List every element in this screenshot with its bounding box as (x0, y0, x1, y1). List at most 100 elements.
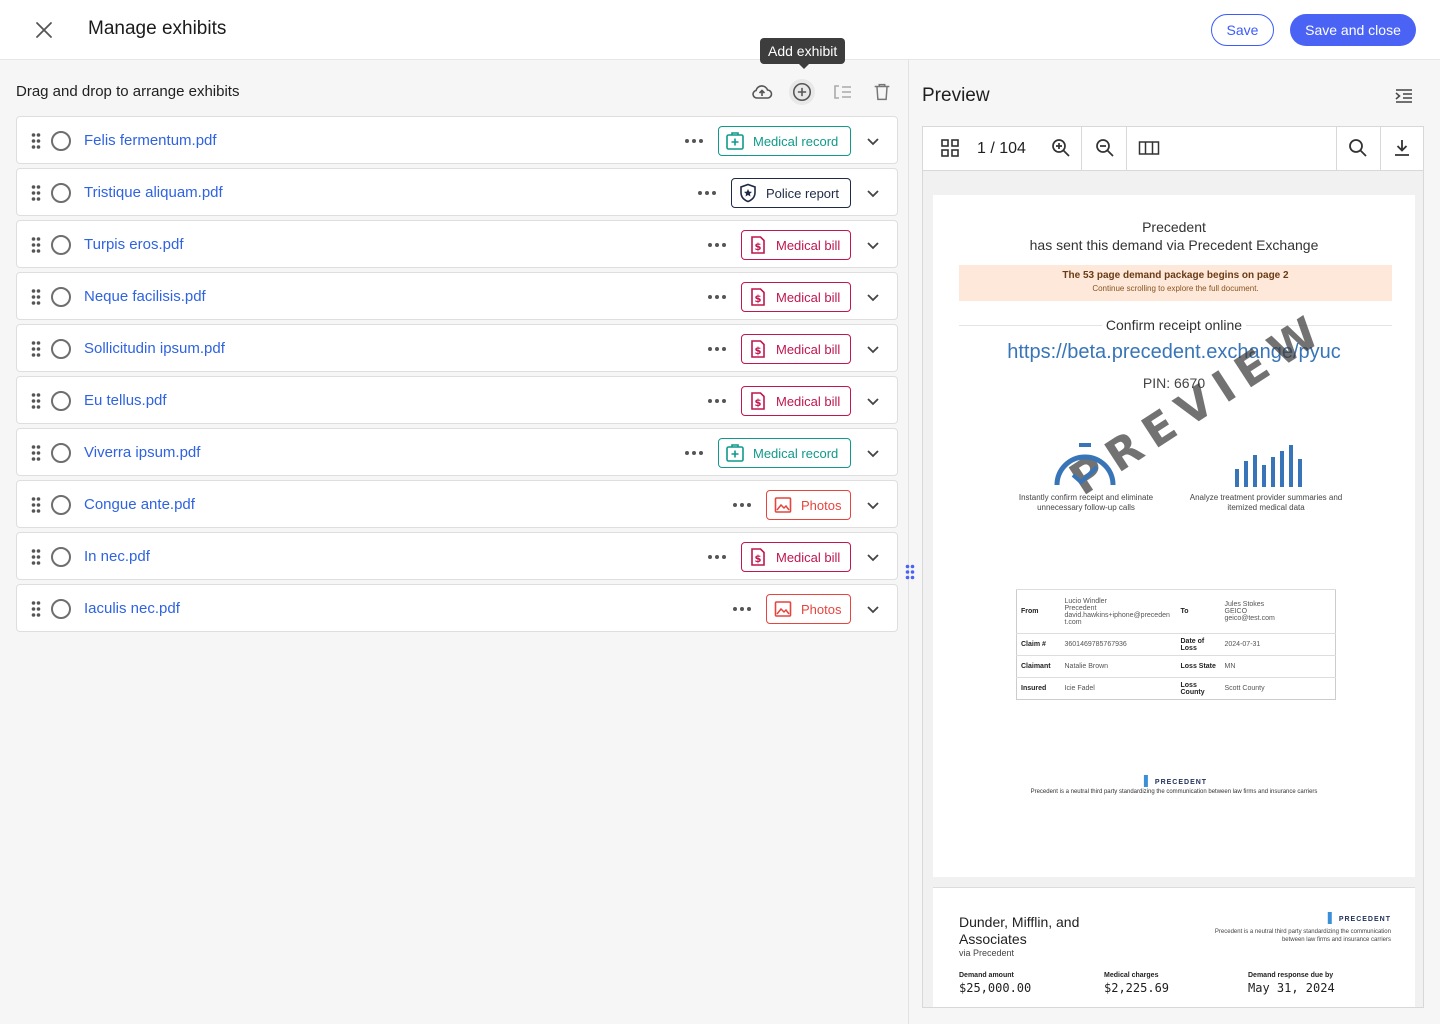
select-radio[interactable] (51, 443, 71, 463)
preview-page-2: Dunder, Mifflin, and Associates via Prec… (933, 887, 1415, 1007)
exhibit-filename-link[interactable]: Felis fermentum.pdf (84, 132, 217, 149)
exhibit-row[interactable]: Congue ante.pdf Photos (16, 480, 898, 528)
exhibit-filename-link[interactable]: Viverra ipsum.pdf (84, 444, 201, 461)
download-icon[interactable] (1391, 137, 1413, 159)
add-circle-icon (792, 82, 812, 102)
select-radio[interactable] (51, 339, 71, 359)
select-radio[interactable] (51, 547, 71, 567)
more-options-icon[interactable] (707, 391, 727, 411)
chevron-down-icon[interactable] (863, 547, 883, 567)
exhibit-type-tag[interactable]: $ Medical bill (741, 282, 851, 312)
more-options-icon[interactable] (732, 599, 752, 619)
drag-handle-icon[interactable] (31, 496, 41, 514)
select-radio[interactable] (51, 183, 71, 203)
exhibit-filename-link[interactable]: Neque facilisis.pdf (84, 288, 206, 305)
exhibit-type-label: Police report (766, 185, 839, 201)
exhibit-row[interactable]: In nec.pdf $ Medical bill (16, 532, 898, 580)
resize-handle-icon[interactable] (905, 564, 915, 580)
chevron-down-icon[interactable] (863, 131, 883, 151)
exhibit-type-tag[interactable]: Photos (766, 490, 851, 520)
chevron-down-icon[interactable] (863, 287, 883, 307)
banner-title: The 53 page demand package begins on pag… (1062, 270, 1289, 281)
chevron-down-icon[interactable] (863, 183, 883, 203)
thumbnails-grid-icon[interactable] (939, 137, 961, 159)
exhibit-filename-link[interactable]: Turpis eros.pdf (84, 236, 184, 253)
exhibit-type-tag[interactable]: $ Medical bill (741, 542, 851, 572)
svg-text:$: $ (755, 242, 762, 253)
exhibit-row[interactable]: Neque facilisis.pdf $ Medical bill (16, 272, 898, 320)
save-button[interactable]: Save (1211, 14, 1274, 46)
drag-handle-icon[interactable] (31, 392, 41, 410)
trash-icon[interactable] (869, 79, 895, 105)
more-options-icon[interactable] (707, 339, 727, 359)
drag-handle-icon[interactable] (31, 444, 41, 462)
select-radio[interactable] (51, 131, 71, 151)
exhibit-filename-link[interactable]: In nec.pdf (84, 548, 150, 565)
exhibit-type-tag[interactable]: $ Medical bill (741, 386, 851, 416)
drag-handle-icon[interactable] (31, 184, 41, 202)
drag-handle-icon[interactable] (31, 600, 41, 618)
exhibit-type-tag[interactable]: Police report (731, 178, 851, 208)
exhibit-row[interactable]: Felis fermentum.pdf Medical record (16, 116, 898, 164)
exhibit-type-label: Medical bill (776, 289, 841, 305)
exhibit-type-tag[interactable]: Medical record (718, 438, 851, 468)
chevron-down-icon[interactable] (863, 495, 883, 515)
select-radio[interactable] (51, 391, 71, 411)
exhibit-list: Felis fermentum.pdf Medical record Tristiq… (16, 116, 898, 636)
exhibit-filename-link[interactable]: Iaculis nec.pdf (84, 600, 180, 617)
drag-handle-icon[interactable] (31, 340, 41, 358)
drag-handle-icon[interactable] (31, 236, 41, 254)
more-options-icon[interactable] (707, 287, 727, 307)
chevron-down-icon[interactable] (863, 339, 883, 359)
chevron-down-icon[interactable] (863, 391, 883, 411)
bill-icon: $ (748, 391, 768, 411)
exhibit-row[interactable]: Iaculis nec.pdf Photos (16, 584, 898, 632)
more-options-icon[interactable] (732, 495, 752, 515)
select-radio[interactable] (51, 235, 71, 255)
select-radio[interactable] (51, 287, 71, 307)
police-icon (738, 183, 758, 203)
more-options-icon[interactable] (697, 183, 717, 203)
drag-handle-icon[interactable] (31, 288, 41, 306)
chevron-down-icon[interactable] (863, 443, 883, 463)
more-options-icon[interactable] (684, 443, 704, 463)
exhibit-row[interactable]: Eu tellus.pdf $ Medical bill (16, 376, 898, 424)
exhibit-row[interactable]: Turpis eros.pdf $ Medical bill (16, 220, 898, 268)
drag-handle-icon[interactable] (31, 132, 41, 150)
collapse-panel-icon[interactable] (1394, 86, 1414, 106)
feature-confirm-text: Instantly confirm receipt and eliminate … (1018, 493, 1154, 512)
search-icon[interactable] (1347, 137, 1369, 159)
more-options-icon[interactable] (684, 131, 704, 151)
exhibit-row[interactable]: Sollicitudin ipsum.pdf $ Medical bill (16, 324, 898, 372)
close-icon[interactable] (32, 18, 56, 42)
page-indicator: 1 / 104 (977, 140, 1026, 157)
upload-cloud-icon[interactable] (749, 79, 775, 105)
exhibit-type-tag[interactable]: Photos (766, 594, 851, 624)
exhibit-filename-link[interactable]: Congue ante.pdf (84, 496, 195, 513)
select-radio[interactable] (51, 599, 71, 619)
exhibit-filename-link[interactable]: Tristique aliquam.pdf (84, 184, 223, 201)
exhibit-type-tag[interactable]: $ Medical bill (741, 334, 851, 364)
exhibit-type-tag[interactable]: $ Medical bill (741, 230, 851, 260)
two-page-view-icon[interactable] (1138, 137, 1160, 159)
bar-chart-icon (1235, 445, 1302, 487)
exhibit-filename-link[interactable]: Sollicitudin ipsum.pdf (84, 340, 225, 357)
exhibit-row[interactable]: Viverra ipsum.pdf Medical record (16, 428, 898, 476)
precedent-footer-note: Precedent is a neutral third party stand… (1030, 789, 1318, 795)
exhibit-type-tag[interactable]: Medical record (718, 126, 851, 156)
drag-handle-icon[interactable] (31, 548, 41, 566)
more-options-icon[interactable] (707, 235, 727, 255)
add-exhibit-button[interactable] (789, 79, 815, 105)
chevron-down-icon[interactable] (863, 599, 883, 619)
save-and-close-button[interactable]: Save and close (1290, 14, 1416, 46)
chevron-down-icon[interactable] (863, 235, 883, 255)
viewer-canvas[interactable]: Precedent has sent this demand via Prece… (923, 171, 1423, 1007)
exhibit-filename-link[interactable]: Eu tellus.pdf (84, 392, 167, 409)
merge-icon[interactable] (829, 79, 855, 105)
more-options-icon[interactable] (707, 547, 727, 567)
zoom-in-icon[interactable] (1050, 137, 1072, 159)
zoom-out-icon[interactable] (1094, 137, 1116, 159)
exhibit-row[interactable]: Tristique aliquam.pdf Police report (16, 168, 898, 216)
select-radio[interactable] (51, 495, 71, 515)
bill-icon: $ (748, 235, 768, 255)
